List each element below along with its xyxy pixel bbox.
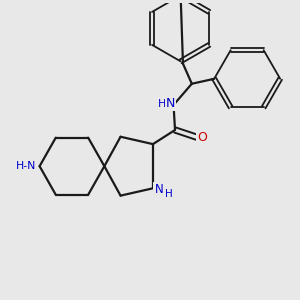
- Text: O: O: [197, 131, 207, 144]
- Text: H-N: H-N: [15, 161, 36, 171]
- Text: H: H: [165, 189, 172, 199]
- Text: N: N: [166, 97, 175, 110]
- Text: N: N: [154, 183, 163, 196]
- Text: H: H: [158, 99, 166, 109]
